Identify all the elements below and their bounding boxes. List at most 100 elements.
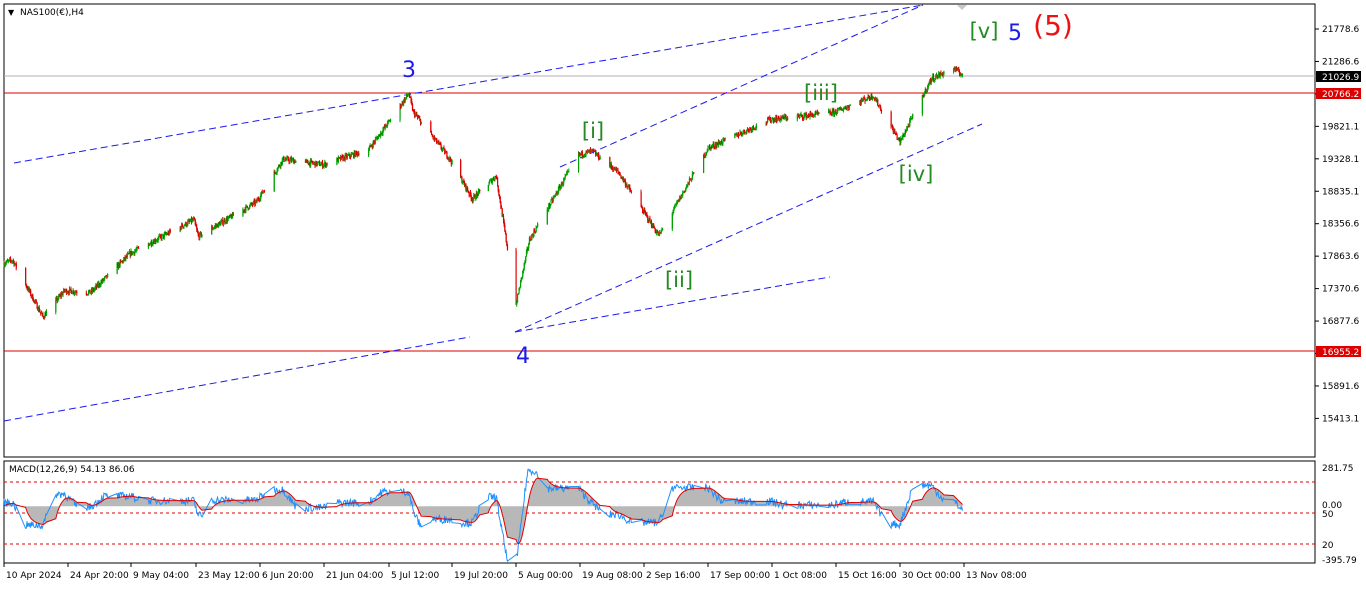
- candle-body: [767, 118, 769, 123]
- candle-body: [893, 130, 895, 133]
- candle-body: [412, 110, 414, 112]
- candle-body: [61, 293, 63, 297]
- candle-body: [312, 162, 314, 164]
- candle-body: [470, 195, 472, 199]
- candle-body: [587, 150, 589, 152]
- candle-body: [313, 162, 316, 164]
- candle-body: [746, 130, 748, 134]
- candle-body: [314, 162, 316, 167]
- wedge-upper-line[interactable]: [559, 4, 924, 168]
- candle-body: [679, 196, 682, 200]
- time-axis[interactable]: 10 Apr 2024 24 Apr 20:00 9 May 04:00 23 May…: [3, 563, 1027, 581]
- candle-body: [557, 187, 560, 193]
- candle-body: [590, 149, 592, 151]
- candle-body: [503, 220, 505, 226]
- candle-body: [780, 117, 782, 120]
- wave-label-3: 3: [402, 58, 416, 83]
- wedge-lower-line[interactable]: [514, 123, 983, 333]
- candle-body: [809, 113, 811, 118]
- candle-body: [414, 114, 417, 117]
- candle-body: [876, 99, 878, 102]
- lower-channel-line[interactable]: [3, 336, 471, 422]
- candle-body: [3, 263, 5, 266]
- candle-body: [773, 119, 775, 122]
- wave-4-return-line[interactable]: [514, 276, 831, 333]
- candle-body: [941, 73, 944, 76]
- candle-body: [560, 182, 563, 187]
- candle-body: [35, 301, 38, 303]
- candle-body: [912, 113, 914, 119]
- candle-body: [231, 216, 233, 219]
- candle-body: [686, 184, 688, 187]
- candle-body: [325, 163, 327, 167]
- candle-body: [122, 260, 124, 263]
- candle-body: [488, 183, 490, 186]
- dropdown-arrow-icon[interactable]: ▼: [8, 8, 15, 17]
- candle-body: [612, 169, 615, 171]
- candle-body: [181, 224, 184, 227]
- candle-body: [472, 198, 474, 202]
- candle-body: [75, 291, 77, 293]
- candle-body: [445, 151, 447, 153]
- candle-body: [834, 111, 836, 115]
- candle-body: [504, 225, 506, 231]
- candle-body: [863, 97, 865, 100]
- candle-body: [90, 289, 93, 294]
- candle-body: [278, 165, 280, 168]
- candle-body: [34, 300, 36, 302]
- macd-series[interactable]: [3, 468, 963, 563]
- candle-body: [722, 138, 724, 144]
- candle-body: [767, 118, 769, 120]
- candle-body: [522, 270, 524, 277]
- candle-body: [599, 157, 601, 160]
- candle-body: [61, 293, 63, 296]
- candle-body: [493, 179, 495, 181]
- candle-body: [162, 234, 164, 236]
- candle-body: [475, 198, 477, 200]
- candle-body: [307, 160, 309, 164]
- candle-body: [68, 288, 71, 294]
- candle-body: [567, 171, 569, 173]
- candle-body: [259, 198, 261, 200]
- candle-body: [290, 158, 292, 160]
- candle-body: [706, 152, 708, 154]
- candle-body: [688, 178, 691, 184]
- candle-body: [835, 110, 837, 114]
- candle-body: [961, 74, 963, 76]
- candle-body: [218, 222, 220, 224]
- candle-body: [771, 118, 773, 121]
- candle-body: [529, 238, 531, 241]
- candle-body: [719, 143, 721, 145]
- candlestick-series[interactable]: [3, 66, 964, 320]
- candle-body: [9, 258, 12, 261]
- candle-body: [745, 132, 747, 134]
- candle-body: [374, 142, 376, 143]
- candle-body: [69, 288, 71, 290]
- price-tick-label: 17863.6: [1322, 252, 1359, 262]
- candle-body: [45, 313, 47, 316]
- candle-body: [126, 254, 129, 258]
- price-axis[interactable]: 21778.621286.620314.119821.119328.118835…: [1315, 25, 1359, 424]
- candle-body: [580, 151, 583, 155]
- candle-body: [549, 204, 551, 207]
- candle-body: [258, 198, 260, 200]
- candle-body: [186, 225, 188, 226]
- candle-body: [228, 216, 230, 219]
- candle-body: [706, 150, 708, 153]
- candle-body: [460, 159, 462, 178]
- candle-body: [374, 139, 377, 143]
- candle-body: [255, 201, 257, 205]
- candle-body: [44, 313, 46, 318]
- candle-body: [553, 196, 555, 199]
- candle-body: [354, 151, 356, 157]
- candle-body: [419, 118, 421, 120]
- candle-body: [525, 256, 527, 262]
- candle-body: [627, 185, 630, 187]
- candle-body: [60, 294, 62, 297]
- candle-body: [837, 108, 839, 110]
- candle-body: [712, 143, 714, 146]
- candle-body: [132, 251, 134, 255]
- candle-body: [342, 156, 344, 161]
